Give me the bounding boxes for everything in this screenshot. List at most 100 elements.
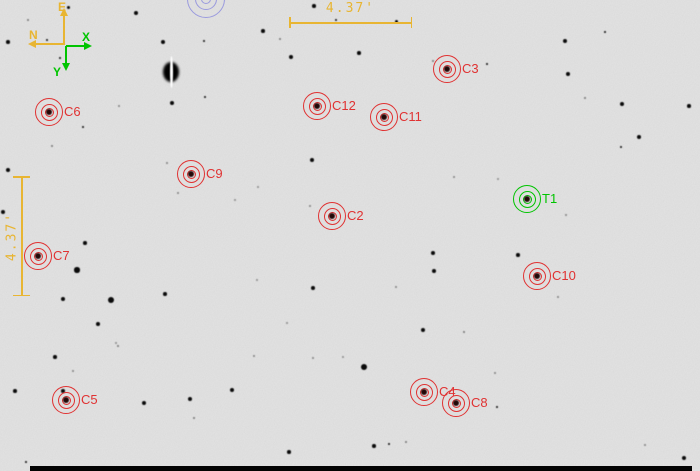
vertical-scale-label: 4.37' bbox=[4, 211, 20, 262]
star bbox=[83, 241, 87, 245]
star bbox=[562, 38, 568, 44]
vertical-scale-bar: 4.37' bbox=[5, 176, 31, 296]
scale-tick bbox=[410, 17, 412, 28]
star bbox=[163, 292, 167, 296]
star bbox=[45, 38, 49, 42]
star bbox=[96, 322, 100, 326]
east-axis-line bbox=[63, 15, 65, 45]
aperture-centroid-star bbox=[452, 399, 460, 407]
aperture-ring bbox=[24, 242, 52, 270]
aperture-ring bbox=[303, 92, 331, 120]
star bbox=[387, 442, 391, 446]
star bbox=[176, 191, 180, 195]
star bbox=[619, 101, 625, 107]
x-axis-label: X bbox=[82, 30, 91, 44]
aperture-ring bbox=[35, 98, 63, 126]
star bbox=[405, 441, 407, 443]
star bbox=[309, 157, 315, 163]
star bbox=[278, 37, 282, 41]
star bbox=[60, 296, 66, 302]
aperture-label: C12 bbox=[332, 98, 356, 113]
north-arrow-icon bbox=[28, 40, 36, 48]
star bbox=[308, 204, 312, 208]
star bbox=[431, 59, 435, 63]
star bbox=[233, 198, 237, 202]
scale-tick bbox=[289, 17, 291, 28]
horizontal-scale-line bbox=[289, 22, 412, 24]
star bbox=[66, 5, 70, 9]
star bbox=[493, 371, 497, 375]
star bbox=[516, 253, 520, 257]
star bbox=[619, 145, 623, 149]
star bbox=[285, 321, 289, 325]
star bbox=[495, 405, 499, 409]
star bbox=[192, 416, 196, 420]
star bbox=[431, 251, 435, 255]
star bbox=[452, 175, 456, 179]
aperture-centroid-star bbox=[45, 108, 53, 116]
star bbox=[255, 278, 259, 282]
aperture-label: C6 bbox=[64, 104, 81, 119]
star bbox=[203, 95, 207, 99]
scale-tick bbox=[13, 176, 30, 178]
aperture-label: C5 bbox=[81, 392, 98, 407]
aperture-centroid-star bbox=[380, 113, 388, 121]
star bbox=[256, 185, 260, 189]
aperture-centroid-star bbox=[187, 170, 195, 178]
star bbox=[288, 54, 294, 60]
scale-tick bbox=[13, 294, 30, 296]
star bbox=[13, 389, 17, 393]
star bbox=[643, 443, 647, 447]
aperture-centroid-star bbox=[420, 388, 428, 396]
star bbox=[312, 4, 316, 8]
star bbox=[107, 296, 115, 304]
star bbox=[114, 341, 118, 345]
star bbox=[116, 344, 120, 348]
star bbox=[6, 168, 10, 172]
star bbox=[687, 104, 691, 108]
star bbox=[394, 285, 398, 289]
aperture-centroid-star bbox=[533, 272, 541, 280]
aperture-centroid-star bbox=[313, 102, 321, 110]
star bbox=[372, 444, 376, 448]
aperture-ring bbox=[318, 202, 346, 230]
star bbox=[681, 455, 687, 461]
star bbox=[26, 18, 30, 22]
aperture-label: T1 bbox=[542, 191, 558, 206]
horizontal-scale-bar: 4.37' bbox=[289, 1, 412, 29]
star bbox=[202, 39, 206, 43]
star bbox=[141, 400, 147, 406]
aperture-label: C7 bbox=[53, 248, 70, 263]
aperture-ring bbox=[410, 378, 438, 406]
star bbox=[287, 450, 291, 454]
star bbox=[165, 161, 169, 165]
star bbox=[556, 295, 560, 299]
x-axis-line bbox=[66, 45, 85, 47]
aperture-ring bbox=[442, 389, 470, 417]
aperture-ring bbox=[523, 262, 551, 290]
star bbox=[229, 387, 235, 393]
star bbox=[360, 363, 368, 371]
aperture-centroid-star bbox=[443, 65, 451, 73]
star bbox=[636, 134, 642, 140]
star bbox=[6, 40, 10, 44]
east-label: E bbox=[58, 0, 67, 14]
star bbox=[357, 51, 361, 55]
aperture-centroid-star bbox=[62, 396, 70, 404]
saturated-star-bloom-streak bbox=[169, 56, 173, 88]
star bbox=[261, 29, 265, 33]
aperture-centroid-star bbox=[328, 212, 336, 220]
aperture-label: C10 bbox=[552, 268, 576, 283]
north-axis-line bbox=[33, 43, 64, 45]
star bbox=[53, 355, 57, 359]
aperture-ring bbox=[433, 55, 461, 83]
aperture-label: C3 bbox=[462, 61, 479, 76]
star bbox=[74, 267, 80, 273]
north-label: N bbox=[29, 28, 38, 42]
